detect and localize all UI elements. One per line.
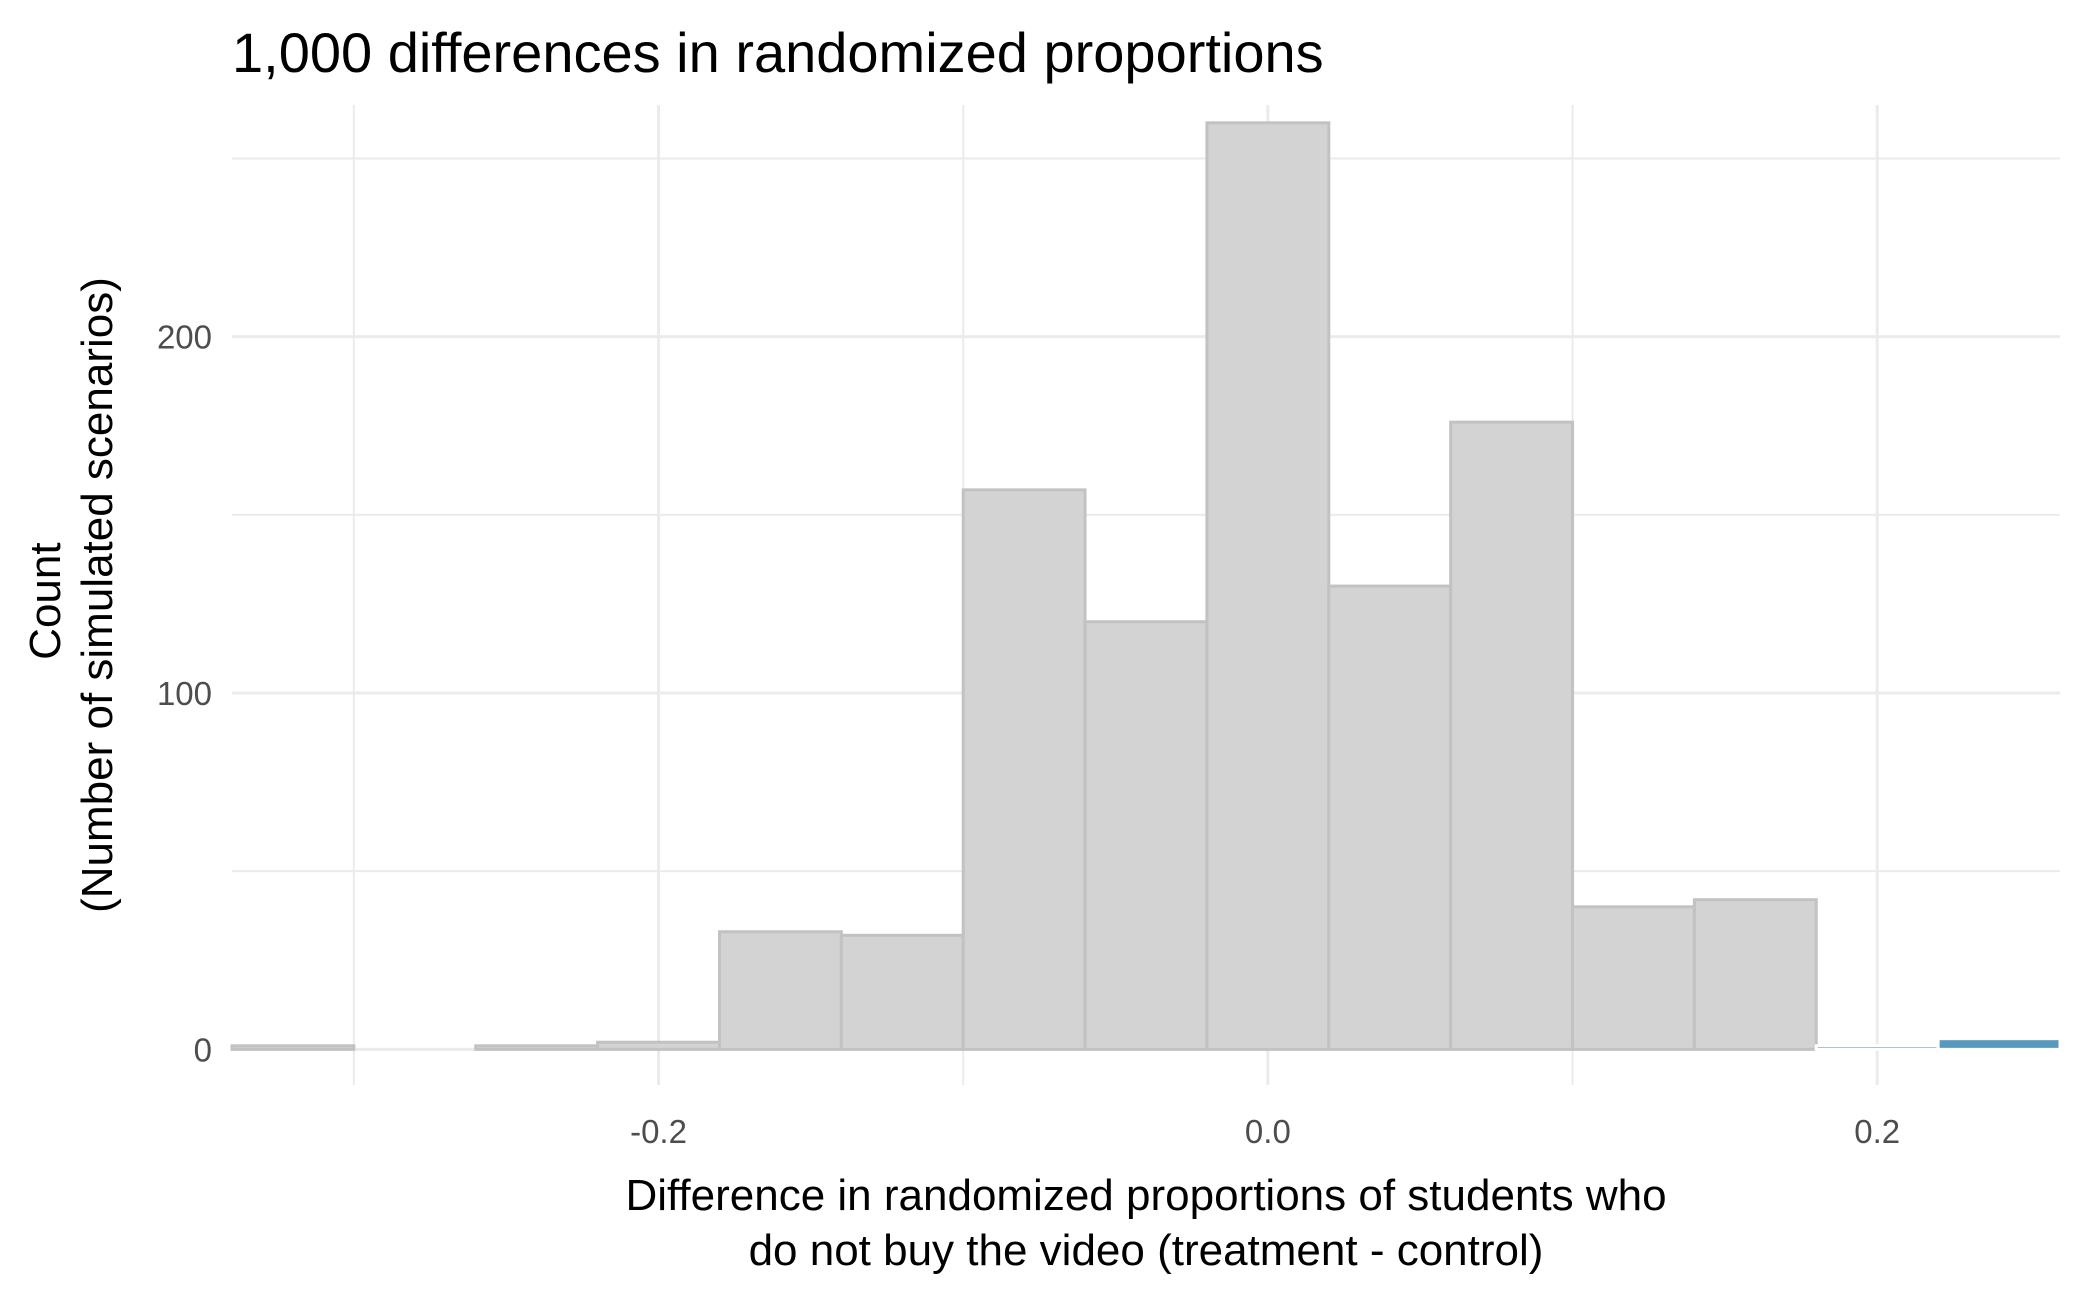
y-tick-label: 200 [157, 319, 212, 356]
histogram-bar [596, 1040, 721, 1051]
histogram-bar [1936, 1037, 2062, 1051]
histogram-bars [230, 121, 2062, 1051]
x-axis-ticks: -0.2 0.0 0.2 [630, 1113, 1900, 1150]
histogram-bar [961, 488, 1087, 1051]
histogram-bar [474, 1044, 600, 1051]
y-axis-ticks: 0 100 200 [157, 319, 212, 1069]
histogram-bar [1205, 121, 1331, 1051]
x-axis-title-line-2: do not buy the video (treatment - contro… [749, 1226, 1544, 1275]
x-tick-label: 0.0 [1245, 1113, 1291, 1150]
histogram-bar [1083, 620, 1209, 1051]
histogram-bar [1692, 898, 1818, 1051]
histogram-bar [230, 1044, 356, 1051]
histogram-bar [1814, 1044, 1940, 1051]
x-axis-title-line-1: Difference in randomized proportions of … [625, 1171, 1666, 1220]
y-axis-title: Count (Number of simulated scenarios) [21, 277, 122, 913]
y-tick-label: 100 [157, 675, 212, 712]
y-axis-title-line-2: (Number of simulated scenarios) [73, 277, 122, 913]
histogram-bar [1327, 584, 1453, 1051]
histogram-bar [717, 930, 843, 1051]
histogram-bar [839, 933, 965, 1051]
histogram-bar [1571, 905, 1696, 1051]
y-axis-title-line-1: Count [21, 542, 70, 659]
x-tick-label: -0.2 [630, 1113, 687, 1150]
y-tick-label: 0 [194, 1031, 212, 1068]
x-tick-label: 0.2 [1854, 1113, 1900, 1150]
histogram-bar [1449, 420, 1575, 1051]
chart-title: 1,000 differences in randomized proporti… [232, 21, 1324, 84]
